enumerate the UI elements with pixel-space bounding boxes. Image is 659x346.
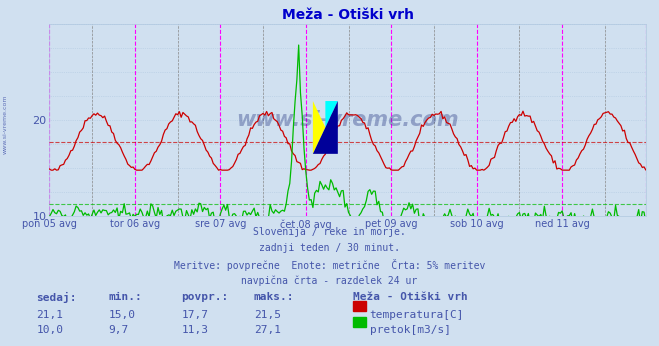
Text: Meža - Otiški vrh: Meža - Otiški vrh — [353, 292, 467, 302]
Text: www.si-vreme.com: www.si-vreme.com — [237, 110, 459, 130]
Text: zadnji teden / 30 minut.: zadnji teden / 30 minut. — [259, 243, 400, 253]
Text: 15,0: 15,0 — [109, 310, 136, 320]
Polygon shape — [326, 101, 338, 127]
Polygon shape — [313, 101, 338, 154]
Text: navpična črta - razdelek 24 ur: navpična črta - razdelek 24 ur — [241, 275, 418, 286]
Text: 27,1: 27,1 — [254, 325, 281, 335]
Text: 11,3: 11,3 — [181, 325, 208, 335]
Title: Meža - Otiški vrh: Meža - Otiški vrh — [281, 8, 414, 22]
Polygon shape — [313, 101, 326, 154]
Text: Meritve: povprečne  Enote: metrične  Črta: 5% meritev: Meritve: povprečne Enote: metrične Črta:… — [174, 259, 485, 271]
Text: pretok[m3/s]: pretok[m3/s] — [370, 325, 451, 335]
Text: 9,7: 9,7 — [109, 325, 129, 335]
Text: maks.:: maks.: — [254, 292, 294, 302]
Text: min.:: min.: — [109, 292, 142, 302]
Text: Slovenija / reke in morje.: Slovenija / reke in morje. — [253, 227, 406, 237]
Text: 21,5: 21,5 — [254, 310, 281, 320]
Text: 10,0: 10,0 — [36, 325, 63, 335]
Text: 21,1: 21,1 — [36, 310, 63, 320]
Text: 17,7: 17,7 — [181, 310, 208, 320]
Text: www.si-vreme.com: www.si-vreme.com — [3, 95, 8, 154]
Text: temperatura[C]: temperatura[C] — [370, 310, 464, 320]
Text: sedaj:: sedaj: — [36, 292, 76, 303]
Text: povpr.:: povpr.: — [181, 292, 229, 302]
